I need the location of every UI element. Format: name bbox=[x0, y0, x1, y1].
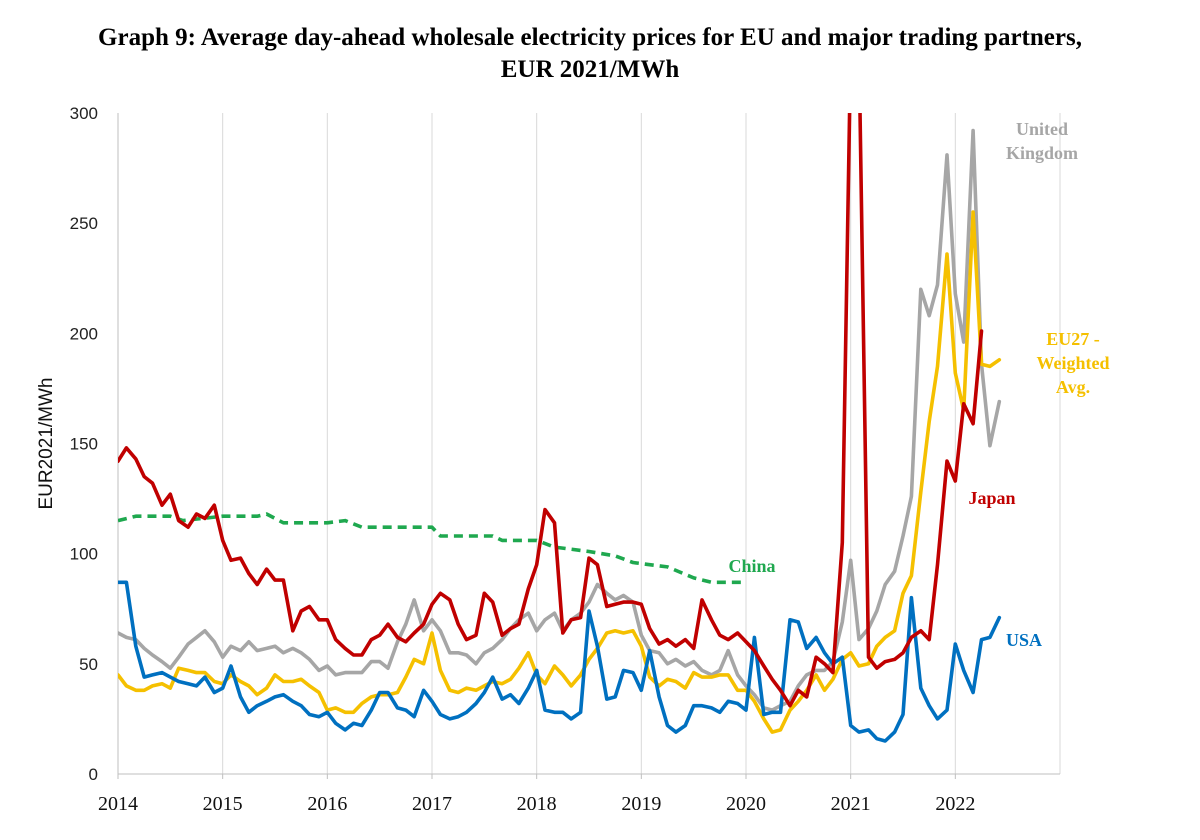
series-label-eu: Weighted bbox=[1036, 353, 1109, 373]
y-tick-label: 250 bbox=[70, 214, 98, 233]
series-label-eu: EU27 - bbox=[1046, 329, 1100, 349]
series-label-uk: Kingdom bbox=[1006, 143, 1078, 163]
y-tick-label: 0 bbox=[89, 765, 98, 784]
chart-title: Graph 9: Average day-ahead wholesale ele… bbox=[0, 22, 1180, 86]
y-tick-label: 50 bbox=[79, 655, 98, 674]
series-line-japan bbox=[118, 113, 984, 708]
x-tick-label: 2021 bbox=[831, 793, 871, 815]
series-label-eu: Avg. bbox=[1056, 377, 1090, 397]
x-tick-label: 2017 bbox=[412, 793, 452, 815]
x-tick-label: 2020 bbox=[726, 793, 766, 815]
series-group bbox=[118, 113, 1002, 743]
series-line-china bbox=[118, 512, 746, 585]
x-tick-label: 2015 bbox=[203, 793, 243, 815]
series-label-uk: United bbox=[1016, 119, 1068, 139]
x-tick-label: 2016 bbox=[307, 793, 347, 815]
series-label-china: China bbox=[728, 556, 775, 576]
series-line-eu bbox=[118, 210, 1002, 734]
series-line-usa bbox=[118, 580, 1002, 743]
y-tick-label: 200 bbox=[70, 324, 98, 343]
x-tick-label: 2019 bbox=[621, 793, 661, 815]
y-tick-label: 300 bbox=[70, 104, 98, 123]
x-tick-label: 2014 bbox=[98, 793, 138, 815]
axes: 0 50 100 150 200 250 300 2014 2015 2016 2017 2018 20… bbox=[70, 104, 1060, 815]
series-label-japan: Japan bbox=[968, 488, 1015, 508]
y-axis-label: EUR2021/MWh bbox=[36, 378, 57, 510]
x-tick-label: 2018 bbox=[517, 793, 557, 815]
y-tick-label: 150 bbox=[70, 435, 98, 454]
series-line-uk bbox=[118, 128, 1002, 712]
gridlines bbox=[117, 113, 1061, 774]
x-tick-label: 2022 bbox=[935, 793, 975, 815]
chart-title-line1: Graph 9: Average day-ahead wholesale ele… bbox=[98, 24, 1082, 51]
series-labels: United Kingdom EU27 - Weighted Avg. Japan USA C… bbox=[728, 119, 1109, 650]
y-tick-label: 100 bbox=[70, 545, 98, 564]
chart-title-line2: EUR 2021/MWh bbox=[500, 56, 680, 83]
series-label-usa: USA bbox=[1006, 630, 1042, 650]
